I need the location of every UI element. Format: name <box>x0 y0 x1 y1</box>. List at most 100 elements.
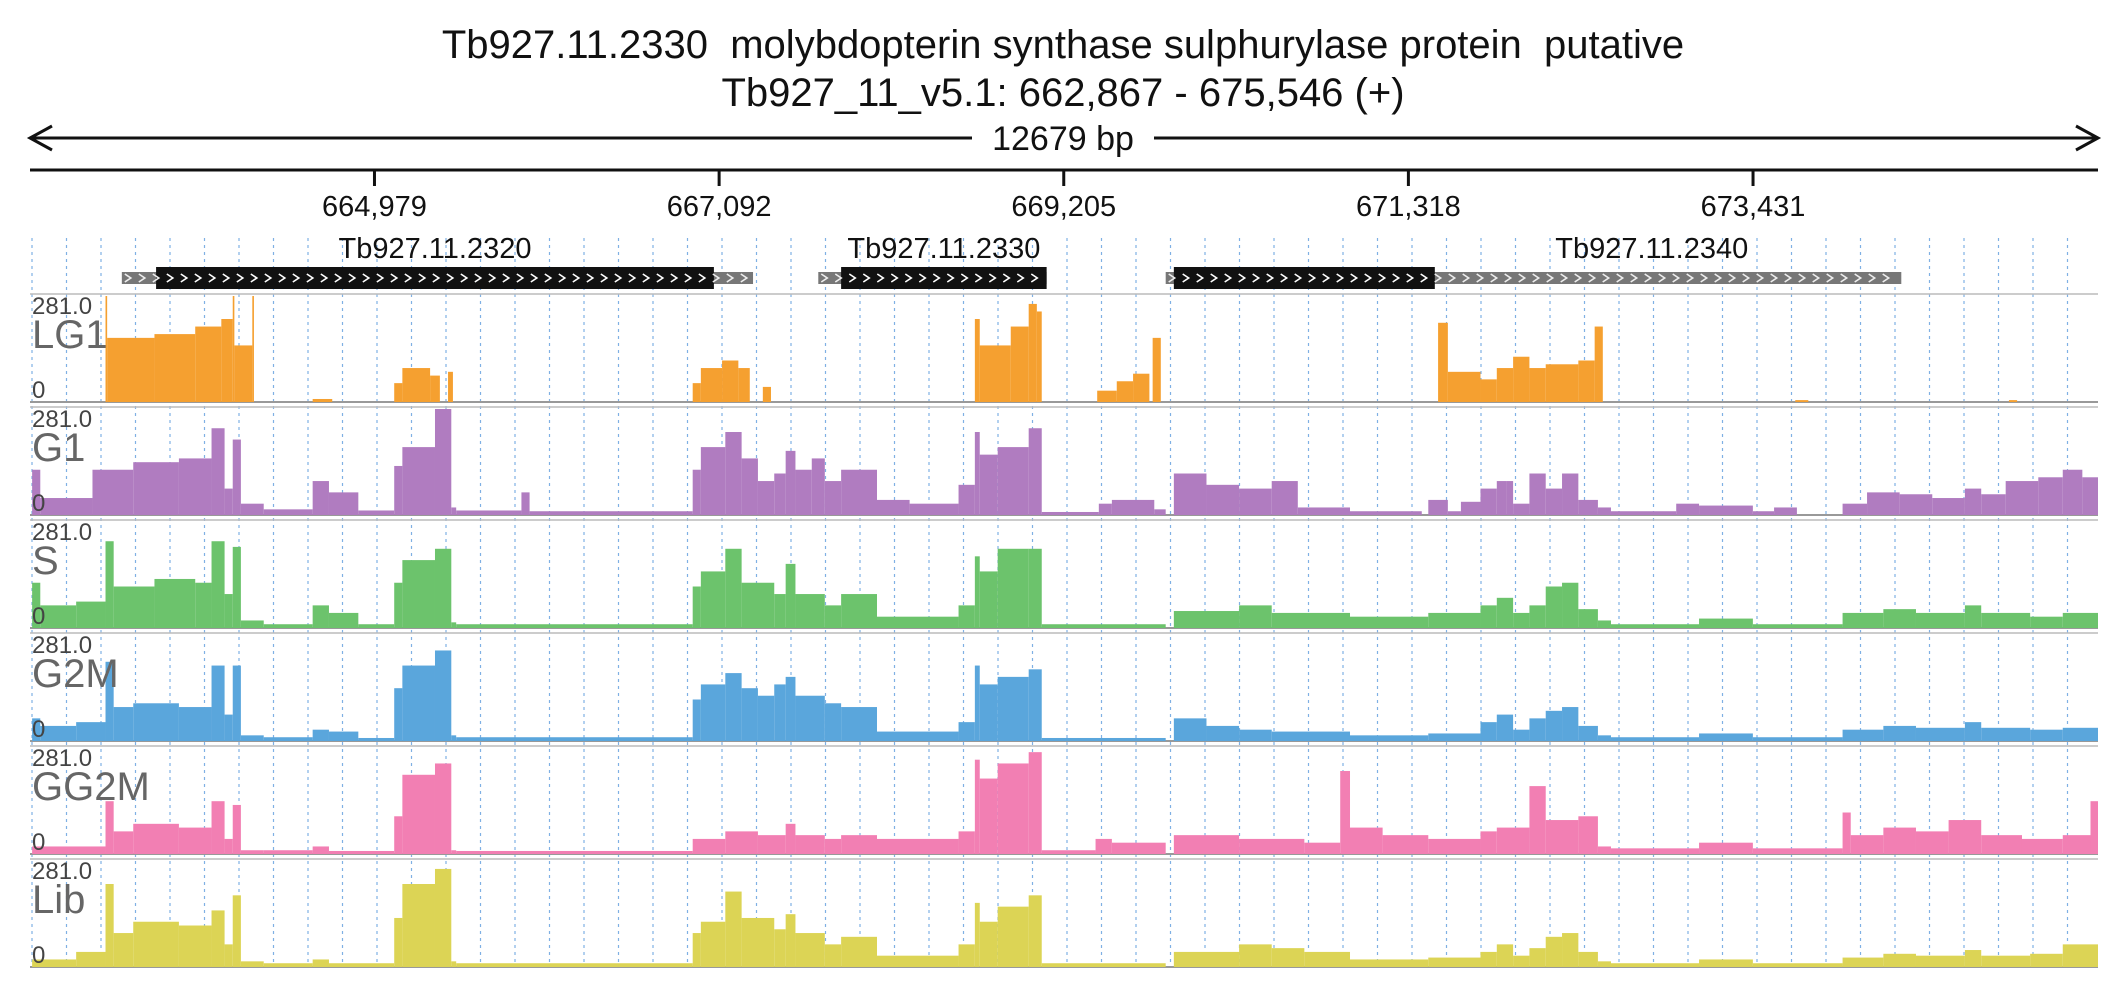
coverage-bar <box>76 951 106 967</box>
strand-chevron-icon <box>1280 273 1289 283</box>
track-ymax-label: 281.0 <box>32 293 92 320</box>
coverage-bar <box>1610 963 1700 967</box>
coverage-bar <box>1271 612 1351 628</box>
coverage-bar <box>328 731 359 741</box>
coverage-bar <box>1428 612 1481 628</box>
coverage-bar <box>402 665 435 741</box>
coverage-bar <box>974 556 980 628</box>
gene-model[interactable]: Tb927.11.2320 <box>121 233 754 289</box>
coverage-bar <box>979 778 998 854</box>
coverage-bar <box>456 737 693 741</box>
strand-chevron-icon <box>1238 273 1247 283</box>
strand-chevron-icon <box>1854 273 1863 283</box>
coverage-bar <box>725 548 742 628</box>
coverage-bar <box>178 458 212 515</box>
coverage-bar <box>1480 951 1497 967</box>
span-arrow-right-icon <box>2075 124 2102 152</box>
coverage-bar <box>1578 360 1595 402</box>
coverage-bar <box>451 507 457 515</box>
track-ymax-label: 281.0 <box>32 858 92 885</box>
coverage-bar <box>263 963 313 967</box>
strand-chevron-icon <box>586 273 595 283</box>
strand-chevron-icon <box>348 273 357 283</box>
strand-chevron-icon <box>306 273 315 283</box>
gene-model[interactable]: Tb927.11.2330 <box>818 233 1047 289</box>
coverage-bar <box>700 684 726 741</box>
coverage-bar <box>1529 786 1546 854</box>
strand-chevron-icon <box>1742 273 1751 283</box>
coverage-bar <box>1597 620 1611 628</box>
coverage-bar <box>402 560 435 628</box>
strand-chevron-icon <box>180 273 189 283</box>
strand-chevron-icon <box>124 273 133 283</box>
track-ymax-label: 281.0 <box>32 632 92 659</box>
coverage-bar <box>979 454 998 515</box>
strand-chevron-icon <box>600 273 609 283</box>
strand-chevron-icon <box>530 273 539 283</box>
coverage-bar <box>434 548 452 628</box>
coverage-bar <box>974 759 980 854</box>
strand-chevron-icon <box>404 273 413 283</box>
coverage-bar <box>1173 951 1240 967</box>
strand-chevron-icon <box>1532 273 1541 283</box>
coverage-bar <box>1438 322 1448 402</box>
gene-cds <box>841 267 1047 289</box>
coverage-bar <box>105 884 114 967</box>
coverage-bar <box>785 450 796 515</box>
coverage-bar <box>434 868 452 967</box>
coverage-bar <box>1883 827 1916 854</box>
strand-chevron-icon <box>670 273 679 283</box>
strand-chevron-icon <box>1728 273 1737 283</box>
track-name-label: Lib <box>32 878 85 922</box>
coverage-bar <box>1699 842 1753 854</box>
coverage-bar <box>1981 727 2031 741</box>
coverage-bar <box>877 955 959 967</box>
strand-chevron-icon <box>1406 273 1415 283</box>
coverage-bar <box>40 498 93 515</box>
coverage-tracks: 281.00LG1281.00G1281.00S281.00G2M281.00G… <box>30 293 2098 969</box>
coverage-bar <box>841 936 878 967</box>
coverage-bar <box>824 703 842 741</box>
coverage-bar <box>1239 944 1272 967</box>
coverage-bar <box>2082 477 2098 515</box>
coverage-bar <box>762 386 771 402</box>
coverage-bar <box>1883 953 1916 967</box>
strand-chevron-icon <box>1448 273 1457 283</box>
coverage-bar <box>1480 605 1497 628</box>
strand-chevron-icon <box>1168 273 1177 283</box>
coverage-bar <box>240 620 264 628</box>
coverage-bar <box>221 319 233 402</box>
coverage-bar <box>1271 948 1305 967</box>
axis-tick-label: 667,092 <box>667 191 772 223</box>
coverage-bar <box>32 469 41 515</box>
coverage-bar <box>211 801 225 854</box>
coverage-bar <box>113 586 155 628</box>
gene-model[interactable]: Tb927.11.2340 <box>1165 233 1902 289</box>
coverage-bar <box>1340 771 1351 854</box>
coverage-bar <box>76 601 106 628</box>
coverage-bar <box>451 735 457 741</box>
strand-chevron-icon <box>820 273 829 283</box>
coverage-bar <box>2008 400 2018 402</box>
strand-chevron-icon <box>698 273 707 283</box>
coverage-bar <box>785 563 796 628</box>
coverage-bar <box>105 661 114 741</box>
coverage-bar <box>434 409 452 515</box>
coverage-bar <box>1562 473 1579 515</box>
coverage-bar <box>1036 311 1042 402</box>
coverage-bar <box>133 921 179 967</box>
coverage-bar <box>1028 895 1042 967</box>
coverage-bar <box>328 492 359 515</box>
coverage-bar <box>451 961 457 967</box>
coverage-bar <box>1981 494 2006 515</box>
strand-chevron-icon <box>250 273 259 283</box>
coverage-bar <box>2062 612 2098 628</box>
strand-chevron-icon <box>222 273 231 283</box>
coverage-bar <box>2030 953 2063 967</box>
strand-chevron-icon <box>890 273 899 283</box>
gene-cds <box>1173 267 1435 289</box>
coverage-bar <box>1981 955 2031 967</box>
coverage-bar <box>1513 503 1530 515</box>
axis-tick-label: 671,318 <box>1356 191 1461 223</box>
coverage-bar <box>700 368 723 402</box>
